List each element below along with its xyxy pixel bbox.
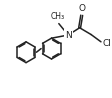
Text: CH₃: CH₃: [50, 12, 64, 21]
Text: N: N: [64, 31, 71, 40]
Text: O: O: [78, 4, 84, 13]
Text: Cl: Cl: [102, 39, 111, 48]
